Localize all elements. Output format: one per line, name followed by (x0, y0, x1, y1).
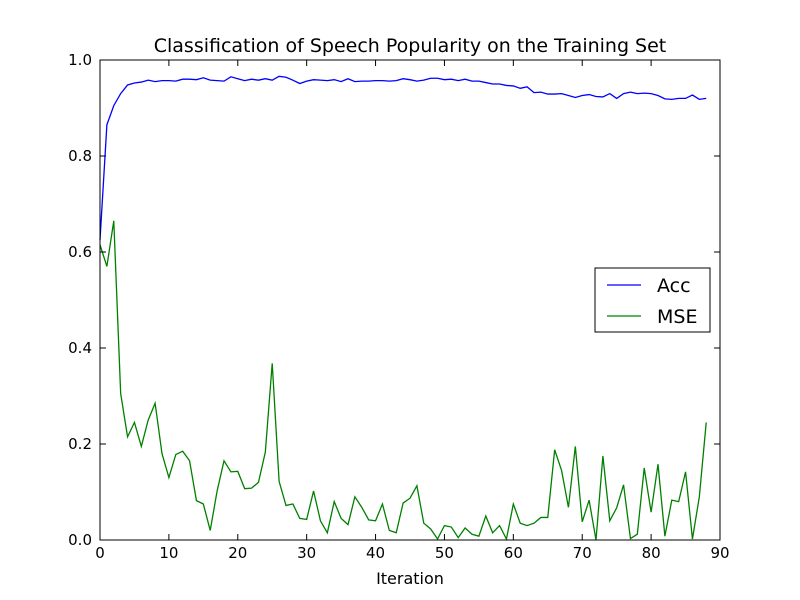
chart-title: Classification of Speech Popularity on t… (154, 35, 667, 57)
x-tick-label: 10 (159, 544, 178, 562)
x-tick-label: 30 (297, 544, 316, 562)
y-tick-label: 0.0 (68, 531, 92, 549)
y-tick-label: 0.2 (68, 435, 92, 453)
x-tick-label: 60 (504, 544, 523, 562)
legend-label-acc: Acc (657, 275, 691, 297)
ticks-layer: 0 10 20 30 40 50 60 70 80 90 0.0 0.2 0.4 0.6 0.8 1.0 (68, 51, 729, 562)
legend-box (594, 267, 711, 333)
x-tick-label: 90 (710, 544, 729, 562)
x-tick-label: 50 (435, 544, 454, 562)
y-tick-label: 0.8 (68, 147, 92, 165)
x-tick-label: 20 (228, 544, 247, 562)
y-tick-label: 0.4 (68, 339, 92, 357)
y-tick-label: 1.0 (68, 51, 92, 69)
series-layer (99, 75, 707, 542)
legend: Acc MSE (594, 267, 711, 333)
x-tick-label: 70 (573, 544, 592, 562)
legend-label-mse: MSE (657, 306, 697, 328)
y-tick-label: 0.6 (68, 243, 92, 261)
series-line-mse (99, 220, 707, 542)
x-axis-label: Iteration (376, 569, 444, 588)
x-tick-label: 0 (95, 544, 105, 562)
series-line-acc (99, 75, 707, 241)
x-tick-label: 80 (642, 544, 661, 562)
plot-frame (99, 59, 721, 541)
x-tick-label: 40 (366, 544, 385, 562)
